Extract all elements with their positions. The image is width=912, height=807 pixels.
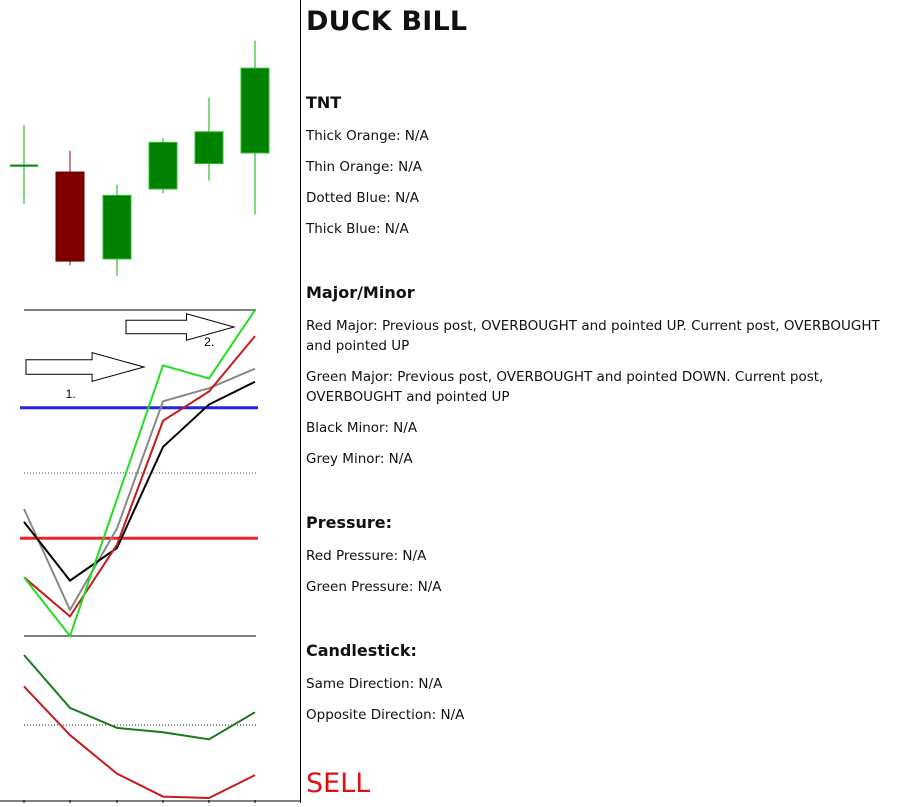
tnt-dotted-blue: Dotted Blue: N/A: [306, 190, 420, 206]
panel-divider: [300, 0, 301, 803]
candle-body: [240, 67, 270, 154]
same-direction-status: Same Direction: N/A: [306, 676, 443, 692]
pressure-chart: [0, 654, 300, 803]
opposite-direction-status: Opposite Direction: N/A: [306, 707, 465, 723]
candle-body: [102, 194, 132, 260]
black-minor-status: Black Minor: N/A: [306, 420, 418, 436]
tnt-thick-blue: Thick Blue: N/A: [306, 221, 409, 237]
green-pressure-status: Green Pressure: N/A: [306, 579, 442, 595]
signal-label: SELL: [306, 768, 371, 799]
chart-svg: 1. 2.: [0, 40, 300, 803]
series-line-red: [23, 335, 256, 618]
candle-body: [148, 141, 178, 190]
major-minor-chart: 1. 2.: [18, 309, 260, 639]
candlestick-chart: [10, 40, 270, 276]
info-panel: DUCK BILL TNT Thick Orange: N/A Thin Ora…: [306, 0, 906, 803]
page-title: DUCK BILL: [306, 6, 468, 37]
series-line-black: [23, 380, 256, 582]
annotation-arrow-1: [25, 352, 146, 382]
red-major-status: Red Major: Previous post, OVERBOUGHT and…: [306, 318, 880, 354]
candle-body: [55, 171, 85, 262]
tnt-thin-orange: Thin Orange: N/A: [306, 159, 423, 175]
pressure-line-green: [23, 654, 256, 741]
tnt-thick-orange: Thick Orange: N/A: [306, 128, 429, 144]
grey-minor-status: Grey Minor: N/A: [306, 451, 413, 467]
pressure-heading: Pressure:: [306, 513, 393, 532]
series-line-grey: [23, 367, 256, 613]
red-pressure-status: Red Pressure: N/A: [306, 548, 427, 564]
pressure-line-red: [23, 685, 256, 800]
annotation-arrow-2: [125, 313, 236, 341]
tnt-heading: TNT: [306, 93, 342, 112]
candle-body: [194, 131, 224, 165]
series-line-green: [23, 309, 256, 639]
green-major-status: Green Major: Previous post, OVERBOUGHT a…: [306, 369, 824, 405]
chart-panel: 1. 2.: [0, 0, 300, 803]
annotation-label-1: 1.: [66, 387, 76, 401]
annotation-label-2: 2.: [204, 335, 214, 349]
candlestick-heading: Candlestick:: [306, 641, 417, 660]
major-minor-heading: Major/Minor: [306, 283, 415, 302]
